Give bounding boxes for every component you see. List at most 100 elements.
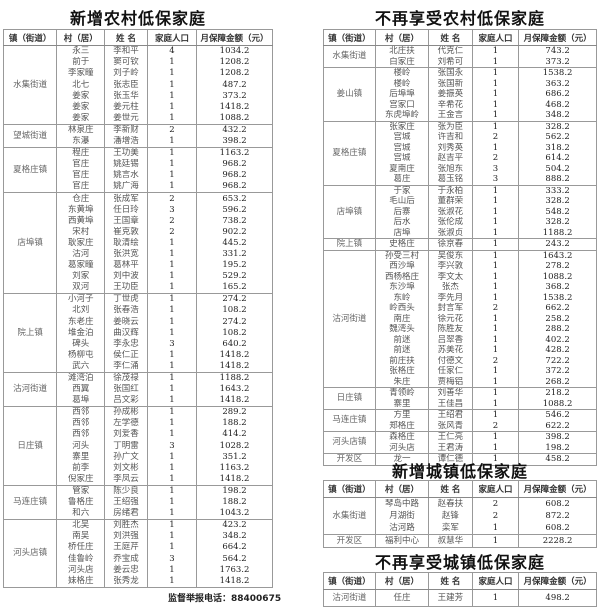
household-size-cell: 1 xyxy=(146,518,198,532)
household-size-cell: 2 xyxy=(471,355,520,366)
household-size-cell: 1 xyxy=(471,45,520,57)
monthly-amount-cell: 1643.2 xyxy=(196,383,273,395)
table-title-removed-urban: 不再享受城镇低保家庭 xyxy=(374,553,545,572)
town-cell: 夏格庄镇 xyxy=(323,120,376,186)
household-size-cell: 1 xyxy=(146,360,198,373)
table-row: 后寨 张淑花 1 548.2 xyxy=(324,206,597,217)
monthly-amount-cell: 1418.2 xyxy=(196,360,273,373)
village-cell: 滩湾泊 xyxy=(56,371,106,384)
village-cell: 夏南庄 xyxy=(374,163,430,174)
village-cell: 前于 xyxy=(56,57,106,69)
monthly-amount-cell: 662.2 xyxy=(518,303,597,314)
household-size-cell: 1 xyxy=(471,249,520,261)
town-cell: 院上镇 xyxy=(2,293,58,373)
table-row: 毛山后 董群荣 1 328.2 xyxy=(324,196,597,207)
monthly-amount-cell: 614.2 xyxy=(518,153,597,164)
column-header-village: 村（居） xyxy=(374,480,430,498)
household-size-cell: 1 xyxy=(146,473,198,486)
column-header-town: 镇（街道） xyxy=(323,480,376,498)
monthly-amount-cell: 686.2 xyxy=(518,89,597,100)
village-cell: 北庄扶 xyxy=(374,45,430,57)
village-cell: 管家 xyxy=(56,484,106,497)
household-size-cell: 1 xyxy=(471,345,520,356)
removed-urban-table: 镇（街道） 村（居）姓 名家庭人口 月保障金额（元） 沽河街道 任庄 王建芳 1 498.2 xyxy=(323,572,597,607)
name-cell: 付德文 xyxy=(428,355,473,366)
name-cell: 张风青 xyxy=(428,420,473,432)
table-row: 双河 王功臣 1 165.2 xyxy=(4,281,273,294)
household-size-cell: 1 xyxy=(146,135,198,148)
village-cell: 仓庄 xyxy=(56,192,106,205)
village-cell: 龙一 xyxy=(374,453,430,465)
town-cell: 马连庄镇 xyxy=(323,409,376,432)
table-row: 宋村 崔克敦 2 902.2 xyxy=(4,226,273,238)
household-size-cell: 1 xyxy=(146,68,198,80)
village-cell: 福利中心 xyxy=(374,534,430,548)
name-cell: 房绪君 xyxy=(104,507,148,520)
household-size-cell: 1 xyxy=(146,259,198,271)
table-row: 水集街道 北庄扶 代克仁 1 743.2 xyxy=(323,45,597,68)
name-cell: 张国红 xyxy=(104,383,148,395)
monthly-amount-cell: 218.2 xyxy=(518,387,597,399)
monthly-amount-cell: 902.2 xyxy=(196,226,273,238)
name-cell: 许吉和 xyxy=(428,132,473,143)
table-row: 杨柳屯 侯仁正 1 1418.2 xyxy=(4,349,273,361)
monthly-amount-cell: 968.2 xyxy=(196,158,273,171)
table-row: 日庄镇 西邻 孙成彬 1 289.2 xyxy=(2,406,273,486)
village-cell: 沽河 xyxy=(56,248,106,260)
table-row: 武六 李仁涌 1 1418.2 xyxy=(4,360,273,373)
column-header-monthly-amount: 月保障金额（元） xyxy=(518,572,597,590)
name-cell: 于永柏 xyxy=(428,184,473,196)
name-cell: 代克仁 xyxy=(428,45,473,57)
household-size-cell: 2 xyxy=(146,226,198,238)
name-cell: 任日玲 xyxy=(104,204,148,216)
village-cell: 倪家庄 xyxy=(56,473,106,486)
table-row: 北七 张志臣 1 487.2 xyxy=(4,79,273,91)
household-size-cell: 1 xyxy=(146,451,198,463)
name-cell: 刘中波 xyxy=(104,270,148,282)
household-size-cell: 1 xyxy=(471,196,520,207)
village-cell: 河头店 xyxy=(374,442,430,454)
name-cell: 张成军 xyxy=(104,192,148,205)
household-size-cell: 1 xyxy=(471,398,520,410)
table-row: 店埠镇 仓庄 张成军 2 653.2 xyxy=(2,192,273,295)
table-row: 南庄 徐元花 1 258.2 xyxy=(324,313,597,324)
name-cell: 孙广文 xyxy=(104,451,148,463)
monthly-amount-cell: 363.2 xyxy=(518,78,597,89)
town-cell: 开发区 xyxy=(323,534,376,548)
household-size-cell: 1 xyxy=(471,387,520,399)
name-cell: 任家仁 xyxy=(428,366,473,377)
village-cell: 小河子 xyxy=(56,293,106,306)
name-cell: 王庭芹 xyxy=(104,542,148,554)
monthly-amount-cell: 372.2 xyxy=(518,366,597,377)
town-cell: 店埠镇 xyxy=(323,184,376,239)
household-size-cell: 1 xyxy=(146,531,198,543)
village-cell: 李家疃 xyxy=(56,68,106,80)
household-size-cell: 2 xyxy=(471,153,520,164)
table-row: 河头店 姜云忠 1 1763.2 xyxy=(4,564,273,576)
column-header-village: 村（居） xyxy=(374,572,430,590)
monthly-amount-cell: 328.2 xyxy=(518,196,597,207)
monthly-amount-cell: 165.2 xyxy=(196,281,273,294)
monthly-amount-cell: 653.2 xyxy=(196,192,273,205)
table-row: 葛家疃 葛林平 1 195.2 xyxy=(4,259,273,271)
household-size-cell: 2 xyxy=(471,303,520,314)
column-header-village: 村（居） xyxy=(56,29,106,46)
name-cell: 张秀龙 xyxy=(104,575,148,587)
monthly-amount-cell: 640.2 xyxy=(196,338,273,350)
name-cell: 李文太 xyxy=(428,271,473,282)
village-cell: 前迷 xyxy=(374,345,430,356)
table-row: 佳鲁岭 乔宝成 3 564.2 xyxy=(4,553,273,565)
table-row: 店埠 张淑贞 1 1188.2 xyxy=(324,227,597,239)
header-row: 镇（街道） 村（居）姓 名家庭人口 月保障金额（元） xyxy=(2,29,273,46)
name-cell: 李新财 xyxy=(104,123,148,136)
household-size-cell: 3 xyxy=(471,163,520,174)
village-cell: 官庄 xyxy=(56,181,106,193)
table-row: 水集街道 永三 李和平 4 1034.2 xyxy=(2,45,273,125)
monthly-amount-cell: 2228.2 xyxy=(518,534,597,548)
table-row: 前庄扶 付德文 2 722.2 xyxy=(324,355,597,366)
table-row: 东虎埠岭 王金言 1 348.2 xyxy=(324,110,597,121)
monthly-amount-cell: 445.2 xyxy=(196,237,273,249)
monthly-amount-cell: 198.2 xyxy=(518,442,597,454)
village-cell: 森格庄 xyxy=(374,431,430,443)
monthly-amount-cell: 1208.2 xyxy=(196,57,273,69)
